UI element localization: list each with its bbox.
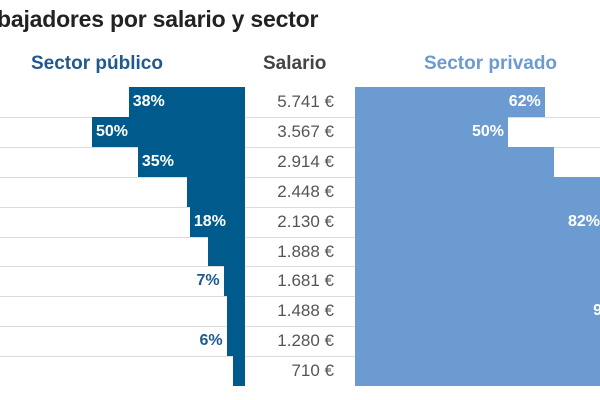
salary-label: 2.130 € [277,211,334,231]
bar-private [355,87,545,118]
bar-private [355,296,600,327]
data-label-public: 35% [141,152,174,170]
salary-label: 1.681 € [277,271,334,291]
salary-label: 3.567 € [277,121,334,141]
salary-label: 2.914 € [277,151,334,171]
bar-public [137,146,245,178]
data-label-public: 18% [193,212,226,230]
data-label-public: 38% [132,93,165,110]
salary-label: 1.888 € [277,241,334,261]
header-private-sector: Sector privado [424,53,558,74]
bar-private [355,176,600,208]
gridline [0,266,600,267]
bar-public [186,176,245,208]
bar-private [355,236,600,267]
gridline [0,117,600,118]
data-label-private: 62% [508,93,541,110]
gridline [0,296,600,297]
bar-public [232,356,245,387]
bar-private [355,116,508,148]
header-public-sector: Sector público [31,53,163,74]
gridline [0,147,600,148]
bar-public [226,326,245,357]
bar-public [189,206,245,237]
data-label-public: 7% [196,272,220,290]
gridline [0,237,600,238]
chart-title: bajadores por salario y sector [0,6,319,32]
gridline [0,207,600,208]
gridline [0,326,600,327]
bar-private [355,146,554,178]
gridline [0,177,600,178]
data-label-public: 6% [199,332,223,350]
gridline [0,356,600,357]
header-salary: Salario [263,53,327,74]
salary-label: 710 € [291,361,334,381]
data-label-private: 50% [471,122,504,140]
data-label-private: 82% [567,212,600,230]
bar-public [208,236,245,267]
bar-private [355,206,600,237]
bar-private [355,266,600,297]
salary-label: 1.280 € [277,331,334,351]
data-label-public: 50% [96,122,129,140]
bar-public [128,87,245,118]
salary-label: 2.448 € [277,181,334,201]
data-label-private: 9 [593,302,600,320]
bar-public [226,296,245,327]
bar-public [223,266,245,297]
bar-private [355,326,600,357]
salary-label: 1.488 € [277,301,334,321]
bar-private [355,356,600,387]
salary-label: 5.741 € [277,92,334,111]
bar-public [92,116,245,148]
